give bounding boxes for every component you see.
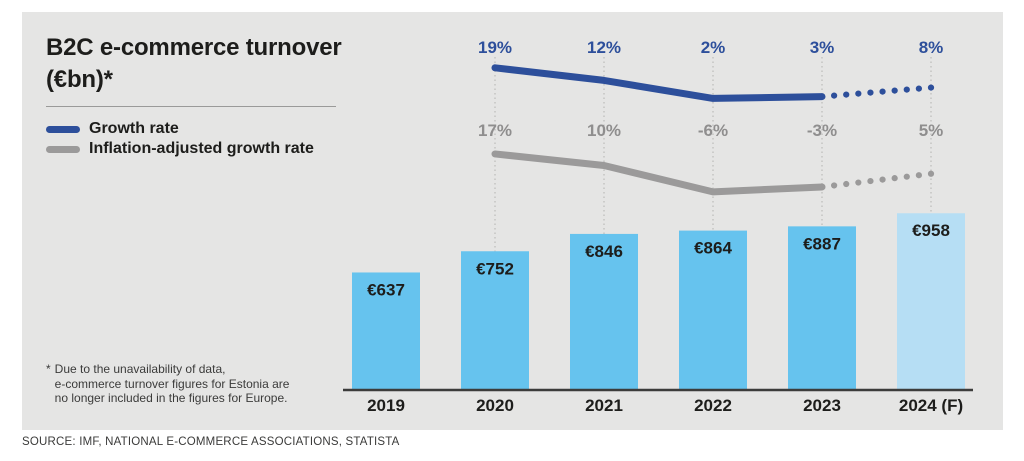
- inflation-adjusted-forecast-dot: [879, 176, 886, 183]
- chart-canvas: €637 2019 €752 2020 €846 2021 €864 2022 €887 2023…: [343, 38, 973, 415]
- bar-value-label: €846: [585, 242, 623, 261]
- inflation-adjusted-pct-label: -3%: [807, 121, 837, 140]
- growth-rate-forecast-dot: [843, 91, 850, 98]
- x-axis-label: 2022: [694, 396, 732, 415]
- bar-2020: [461, 251, 529, 390]
- x-axis-label: 2024 (F): [899, 396, 963, 415]
- infographic-card: €637 2019 €752 2020 €846 2021 €864 2022 €887 2023…: [22, 12, 1003, 430]
- title-divider: [46, 106, 336, 107]
- bar-2022: [679, 230, 747, 390]
- growth-rate-forecast-dot: [879, 88, 886, 95]
- bar-2024 (F): [897, 213, 965, 390]
- chart-legend: Growth rate Inflation-adjusted growth ra…: [46, 119, 314, 159]
- bar-value-label: €752: [476, 259, 514, 278]
- growth-rate-line: [491, 64, 826, 102]
- title-line-1: B2C e-commerce turnover: [46, 34, 342, 61]
- growth-rate-forecast-dot: [867, 89, 874, 96]
- footnote-asterisk: *: [46, 362, 51, 376]
- inflation-adjusted-line-swatch: [46, 145, 80, 153]
- inflation-adjusted-forecast-dot: [903, 173, 910, 180]
- growth-rate-line-swatch: [46, 125, 80, 133]
- bar-value-label: €864: [694, 239, 732, 258]
- footnote-text: Due to the unavailability of data, e-com…: [55, 362, 290, 406]
- footnote: * Due to the unavailability of data, e-c…: [46, 362, 289, 406]
- inflation-adjusted-pct-label: 17%: [478, 121, 512, 140]
- growth-rate-pct-label: 8%: [919, 38, 944, 57]
- legend-label: Inflation-adjusted growth rate: [89, 140, 314, 157]
- inflation-adjusted-forecast-dot: [855, 179, 862, 186]
- inflation-adjusted-forecast-dot: [867, 177, 874, 185]
- legend-label: Growth rate: [89, 120, 179, 137]
- growth-rate-forecast-dot: [891, 87, 898, 94]
- bar-2023: [788, 226, 856, 390]
- legend-item-growth-rate: Growth rate: [46, 119, 314, 139]
- legend-item-inflation-adjusted: Inflation-adjusted growth rate: [46, 139, 314, 159]
- inflation-adjusted-forecast-dot: [831, 182, 838, 189]
- inflation-adjusted-forecast-dot: [927, 170, 935, 177]
- inflation-adjusted-pct-label: 10%: [587, 121, 621, 140]
- inflation-adjusted-line: [491, 150, 826, 196]
- bar-2019: [352, 272, 420, 390]
- page-title: B2C e-commerce turnover (€bn)*: [46, 32, 376, 96]
- source-attribution: SOURCE: IMF, NATIONAL E-COMMERCE ASSOCIA…: [22, 436, 400, 448]
- bar-value-label: €637: [367, 280, 405, 299]
- growth-rate-forecast-dot: [927, 84, 935, 91]
- bar-value-label: €958: [912, 221, 950, 240]
- x-axis-label: 2021: [585, 396, 623, 415]
- x-axis-label: 2023: [803, 396, 841, 415]
- growth-rate-pct-label: 12%: [587, 38, 621, 57]
- growth-rate-forecast-dot: [903, 86, 910, 93]
- inflation-adjusted-forecast-dot: [843, 180, 850, 188]
- inflation-adjusted-pct-label: -6%: [698, 121, 728, 140]
- bar-value-label: €887: [803, 234, 841, 253]
- growth-rate-forecast-dot: [915, 85, 922, 92]
- x-axis-label: 2019: [367, 396, 405, 415]
- footnote-line: Due to the unavailability of data,: [54, 362, 226, 376]
- title-line-2: (€bn)*: [46, 66, 113, 93]
- inflation-adjusted-pct-label: 5%: [919, 121, 944, 140]
- growth-rate-pct-label: 2%: [701, 38, 726, 57]
- growth-rate-pct-label: 3%: [810, 38, 835, 57]
- x-axis-label: 2020: [476, 396, 514, 415]
- growth-rate-pct-label: 19%: [478, 38, 512, 57]
- growth-rate-forecast-dot: [831, 92, 838, 99]
- footnote-line: e-commerce turnover figures for Estonia …: [54, 376, 290, 391]
- growth-rate-forecast-dot: [855, 90, 862, 97]
- inflation-adjusted-forecast-dot: [915, 172, 922, 179]
- bar-2021: [570, 233, 638, 390]
- inflation-adjusted-forecast-dot: [891, 175, 898, 182]
- footnote-line: no longer included in the figures for Eu…: [54, 391, 288, 405]
